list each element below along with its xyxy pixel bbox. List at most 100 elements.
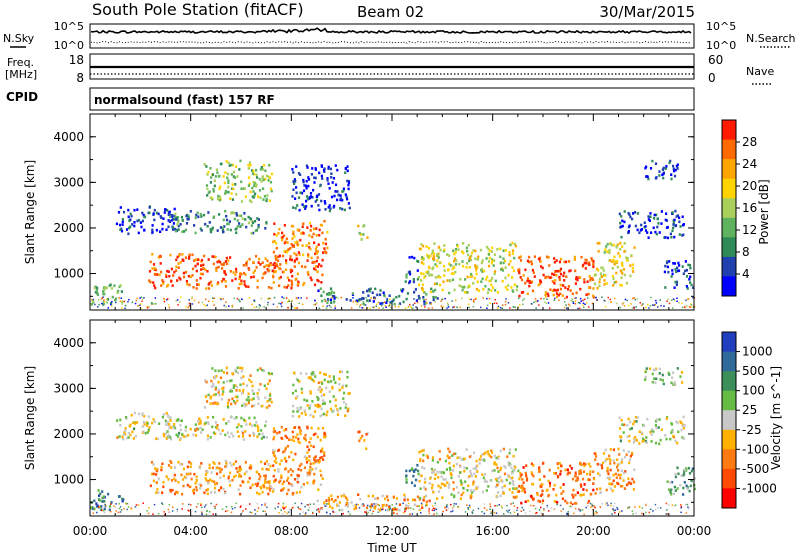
near-range-noise bbox=[91, 296, 696, 310]
echo-region-8 bbox=[357, 224, 369, 241]
colorbar-swatch bbox=[722, 410, 736, 431]
x-tick-label: 00:00 bbox=[73, 524, 108, 538]
colorbar-swatch bbox=[722, 178, 736, 199]
y-tick-label: 4000 bbox=[53, 130, 84, 144]
echo-region-5 bbox=[272, 425, 327, 464]
nsearch-tick-top: 10^5 bbox=[706, 20, 736, 33]
nsearch-tick-bottom: 10^0 bbox=[706, 39, 736, 52]
y-tick-label: 3000 bbox=[53, 381, 84, 395]
colorbar-tick-label: 16 bbox=[742, 201, 757, 215]
colorbar-tick-label: -25 bbox=[742, 423, 762, 437]
echo-region-10 bbox=[417, 241, 520, 295]
colorbar-swatch bbox=[722, 332, 736, 353]
echo-region-12 bbox=[593, 447, 636, 495]
colorbar-swatch bbox=[722, 120, 736, 141]
colorbar-swatch bbox=[722, 276, 736, 297]
station-title: South Pole Station (fitACF) bbox=[92, 0, 304, 19]
nave-label: Nave bbox=[746, 65, 774, 78]
colorbar-tick-label: 24 bbox=[742, 157, 757, 171]
y-tick-label: 1000 bbox=[53, 473, 84, 487]
date-label: 30/Mar/2015 bbox=[599, 3, 695, 21]
echo-region-9 bbox=[405, 464, 420, 487]
echo-region-12 bbox=[593, 241, 636, 290]
x-tick-label: 00:00 bbox=[677, 524, 712, 538]
colorbar-swatch bbox=[722, 217, 736, 238]
nsky-tick-top: 10^5 bbox=[54, 20, 84, 33]
power-colorbar-label: Power [dB] bbox=[757, 179, 771, 244]
colorbar-swatch bbox=[722, 371, 736, 392]
colorbar-swatch bbox=[722, 256, 736, 277]
power-scatter bbox=[90, 159, 696, 310]
echo-region-0 bbox=[90, 489, 125, 512]
echo-region-6 bbox=[291, 164, 351, 213]
x-tick-label: 04:00 bbox=[173, 524, 208, 538]
echo-region-4 bbox=[203, 366, 273, 410]
velocity-colorbar-label: Velocity [m s^-1] bbox=[769, 366, 783, 470]
x-tick-label: 20:00 bbox=[576, 524, 611, 538]
echo-region-15 bbox=[666, 466, 696, 496]
beam-label: Beam 02 bbox=[357, 3, 424, 21]
colorbar-swatch bbox=[722, 351, 736, 372]
cpid-value: normalsound (fast) 157 RF bbox=[94, 93, 275, 107]
nsky-trace bbox=[90, 27, 692, 34]
colorbar-tick-label: -500 bbox=[742, 462, 769, 476]
colorbar-tick-label: -100 bbox=[742, 442, 769, 456]
colorbar-tick-label: 500 bbox=[742, 364, 765, 378]
colorbar-swatch bbox=[722, 488, 736, 509]
power-ylabel: Slant Range [km] bbox=[23, 160, 37, 264]
echo-region-15 bbox=[663, 260, 695, 290]
freq-tick-bottom: 8 bbox=[76, 71, 84, 85]
echo-region-2 bbox=[149, 459, 324, 496]
colorbar-swatch bbox=[722, 139, 736, 160]
colorbar-swatch bbox=[722, 449, 736, 470]
echo-region-5 bbox=[272, 219, 329, 258]
colorbar-swatch bbox=[722, 159, 736, 180]
nsky-tick-bottom: 10^0 bbox=[54, 39, 84, 52]
echo-region-7 bbox=[316, 493, 439, 512]
echo-region-3 bbox=[166, 415, 268, 441]
velocity-panel-frame bbox=[89, 319, 695, 517]
velocity-scatter bbox=[90, 366, 696, 516]
nsky-label: N.Sky bbox=[3, 32, 35, 45]
nsearch-trace bbox=[90, 40, 692, 44]
echo-region-14 bbox=[644, 367, 684, 387]
velocity-ylabel: Slant Range [km] bbox=[23, 366, 37, 470]
colorbar-swatch bbox=[722, 198, 736, 219]
y-tick-label: 2000 bbox=[53, 427, 84, 441]
colorbar-swatch bbox=[722, 390, 736, 411]
power-axes: 1000 2000 3000 4000 bbox=[53, 113, 695, 310]
velocity-axes: 1000 2000 3000 4000 00:00 04:00 08:00 12:00 16:0… bbox=[53, 319, 712, 538]
colorbar-tick-label: 28 bbox=[742, 135, 757, 149]
cpid-label: CPID bbox=[6, 90, 38, 104]
colorbar-swatch bbox=[722, 468, 736, 489]
near-range-noise bbox=[91, 502, 690, 516]
power-colorbar: 28 24 20 16 12 8 4 bbox=[721, 119, 757, 297]
echo-region-6 bbox=[291, 370, 351, 418]
echo-region-11 bbox=[517, 255, 595, 299]
colorbar-tick-label: 1000 bbox=[742, 345, 773, 359]
nsearch-label: N.Search bbox=[746, 32, 796, 45]
colorbar-tick-label: 20 bbox=[742, 179, 757, 193]
nave-tick-bottom: 0 bbox=[708, 71, 716, 85]
cpid-panel-frame bbox=[89, 87, 695, 111]
x-tick-label: 12:00 bbox=[375, 524, 410, 538]
y-tick-label: 3000 bbox=[53, 175, 84, 189]
colorbar-tick-label: 100 bbox=[742, 384, 765, 398]
y-tick-label: 4000 bbox=[53, 336, 84, 350]
freq-label-line1: Freq. bbox=[7, 56, 34, 69]
echo-region-0 bbox=[90, 283, 124, 306]
colorbar-swatch bbox=[722, 429, 736, 450]
echo-region-8 bbox=[357, 430, 369, 450]
colorbar-tick-label: 4 bbox=[742, 267, 750, 281]
echo-region-4 bbox=[203, 159, 274, 204]
nave-tick-top: 60 bbox=[708, 53, 723, 67]
nsky-panel-frame bbox=[89, 23, 695, 49]
colorbar-swatch bbox=[722, 237, 736, 258]
echo-region-11 bbox=[518, 461, 596, 505]
echo-region-14 bbox=[644, 159, 679, 181]
echo-region-10 bbox=[417, 447, 520, 500]
colorbar-tick-label: -1000 bbox=[742, 481, 777, 495]
echo-region-13 bbox=[618, 415, 686, 446]
